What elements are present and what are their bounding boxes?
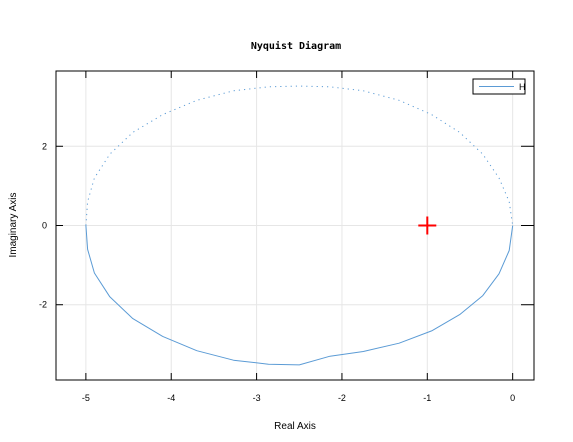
x-tick-label: -3 bbox=[253, 393, 261, 403]
y-axis-label: Imaginary Axis bbox=[8, 192, 19, 257]
x-tick-label: 0 bbox=[510, 393, 515, 403]
y-tick-label: 2 bbox=[42, 141, 47, 151]
x-axis-label: Real Axis bbox=[274, 421, 316, 432]
series-lines bbox=[85, 85, 514, 366]
chart-title: Nyquist Diagram bbox=[251, 40, 341, 52]
legend: H bbox=[472, 78, 526, 95]
x-tick-label: -4 bbox=[167, 393, 175, 403]
y-tick-label: 0 bbox=[42, 221, 47, 231]
critical-point-marker bbox=[418, 216, 437, 235]
x-tick-label: -5 bbox=[82, 393, 90, 403]
grid-lines bbox=[56, 71, 534, 380]
x-tick-label: -2 bbox=[338, 393, 346, 403]
series-line-positive-frequency bbox=[85, 85, 514, 226]
x-tick-label: -1 bbox=[423, 393, 431, 403]
legend-label-h: H bbox=[519, 82, 526, 92]
axis-ticks: -5 -4 -3 -2 -1 0 -2 0 2 bbox=[39, 71, 534, 403]
series-line-h bbox=[85, 225, 514, 366]
y-tick-label: -2 bbox=[39, 300, 47, 310]
